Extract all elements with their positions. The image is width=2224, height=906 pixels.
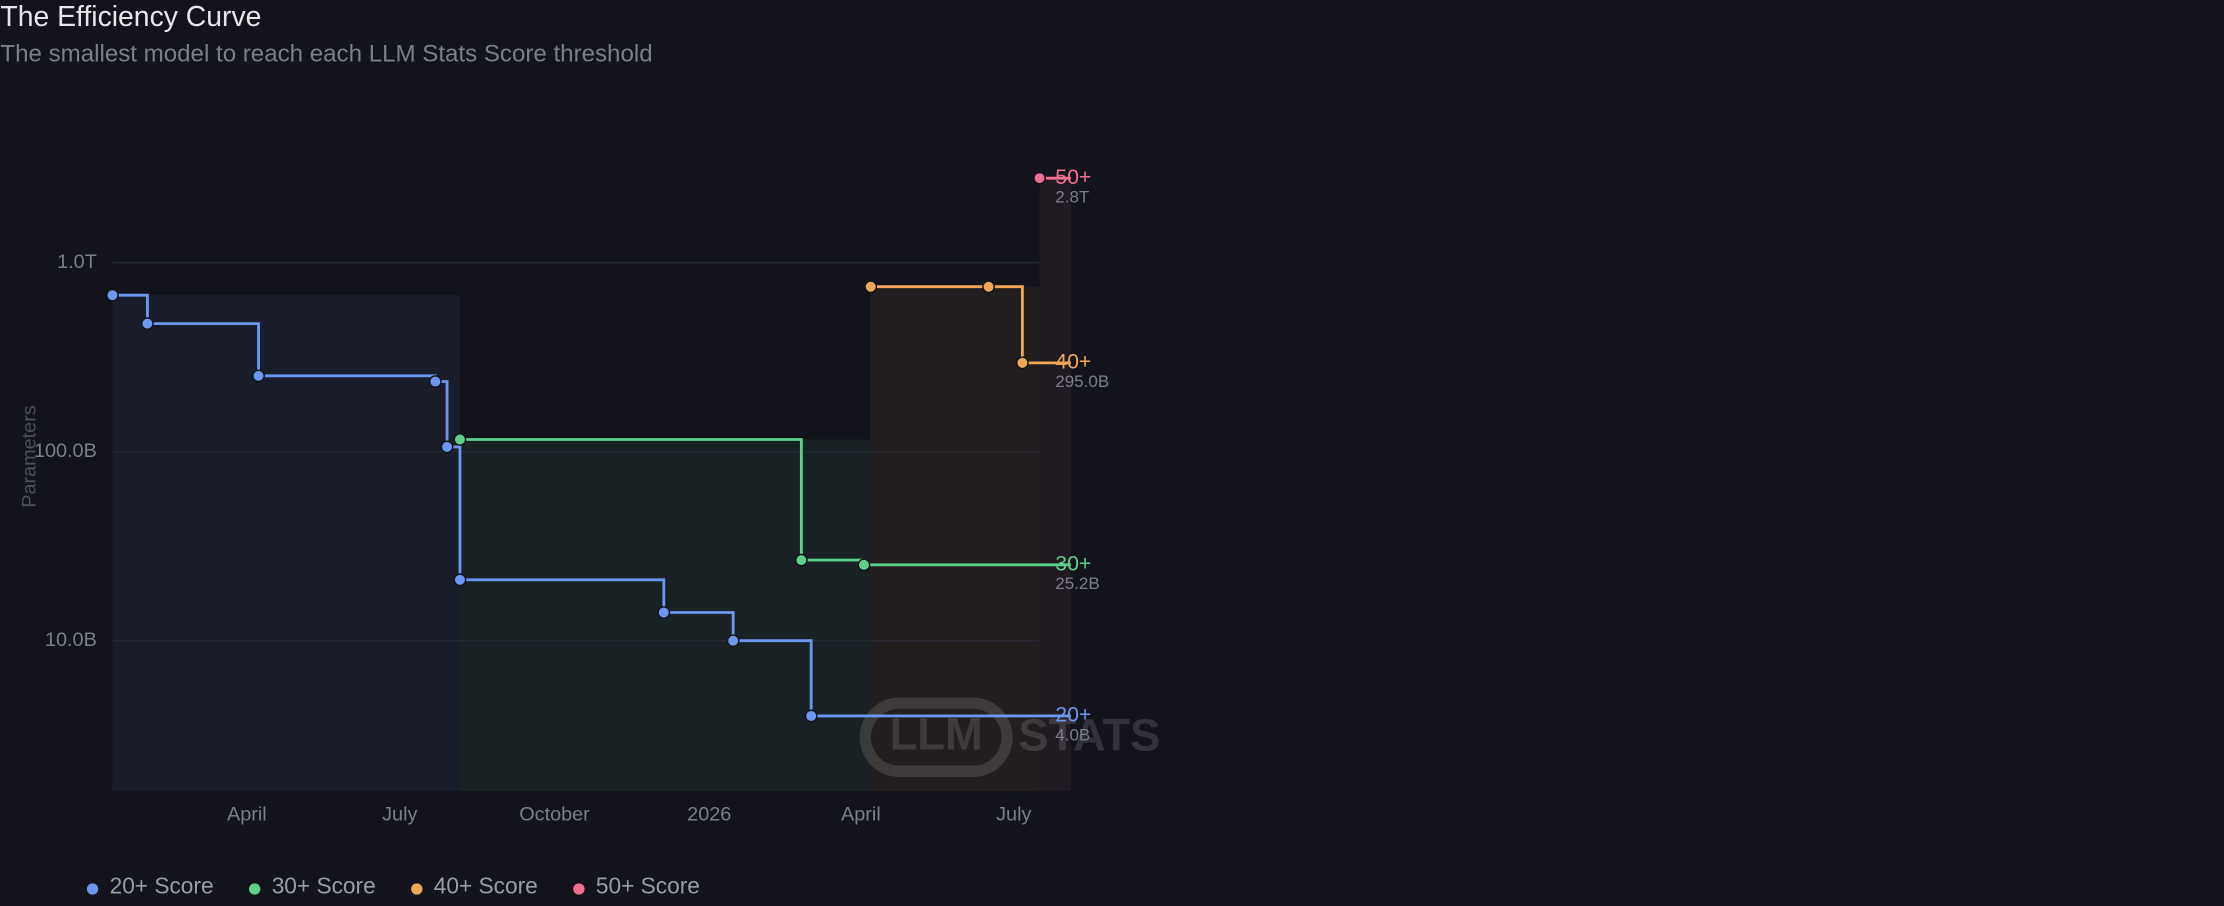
tier-value-label: 4.0B [1055, 725, 1090, 744]
series: 20+4.0B [106, 288, 1091, 744]
point [804, 709, 818, 723]
x-tick-label: 2026 [687, 803, 731, 825]
tier-region [870, 286, 1040, 792]
legend-marker [411, 883, 423, 895]
x-tick-label: October [519, 803, 590, 825]
legend-marker [86, 883, 99, 895]
y-tick-label: 10.0B [45, 629, 97, 651]
tier-label: 50+ [1055, 165, 1091, 189]
tier-label: 30+ [1055, 551, 1091, 575]
point [1033, 171, 1046, 185]
point [106, 288, 119, 302]
legend-marker [249, 883, 261, 895]
point [453, 433, 467, 446]
step-line [459, 438, 803, 561]
y-axis-label: Parameters [18, 405, 40, 508]
legend-label: 50+ Score [596, 873, 700, 899]
point [794, 553, 808, 567]
point [982, 280, 995, 294]
tier-region [1039, 178, 1071, 792]
y-tick-label: 1.0T [57, 251, 97, 273]
point [252, 369, 265, 383]
y-tick-label: 100.0B [34, 440, 97, 462]
step-line [147, 322, 260, 376]
series: 50+2.8T [1033, 165, 1091, 207]
x-tick-label: July [996, 803, 1031, 825]
legend-label: 20+ Score [110, 873, 214, 899]
tier-label: 20+ [1055, 703, 1091, 727]
series: 40+295.0B [864, 280, 1109, 391]
tier-value-label: 2.8T [1055, 188, 1089, 207]
legend-label: 30+ Score [272, 873, 376, 899]
point [453, 573, 467, 587]
chart-subtitle: The smallest model to reach each LLM Sta… [0, 41, 652, 68]
watermark-frame [859, 697, 1013, 777]
point [141, 317, 154, 330]
point [726, 634, 740, 648]
x-tick-label: April [841, 803, 881, 825]
tier-label: 40+ [1055, 349, 1091, 373]
series: 30+25.2B [453, 433, 1100, 593]
point [1015, 356, 1029, 370]
chart-title: The Efficiency Curve [0, 1, 261, 33]
step-line [733, 639, 813, 716]
tier-value-label: 25.2B [1055, 574, 1099, 593]
point [857, 558, 871, 572]
legend-marker [573, 883, 585, 895]
x-tick-label: April [227, 803, 267, 825]
point [864, 280, 878, 294]
legend-label: 40+ Score [434, 873, 538, 899]
x-tick-label: July [382, 803, 417, 825]
step-line [112, 293, 149, 324]
step-line [988, 285, 1024, 363]
tier-value-label: 295.0B [1055, 372, 1109, 391]
point [440, 440, 454, 454]
step-line [663, 611, 735, 641]
point [657, 606, 671, 619]
watermark-text: STATS [1018, 710, 1160, 761]
tier-region [112, 295, 460, 792]
point [429, 375, 442, 388]
step-line [459, 578, 666, 613]
